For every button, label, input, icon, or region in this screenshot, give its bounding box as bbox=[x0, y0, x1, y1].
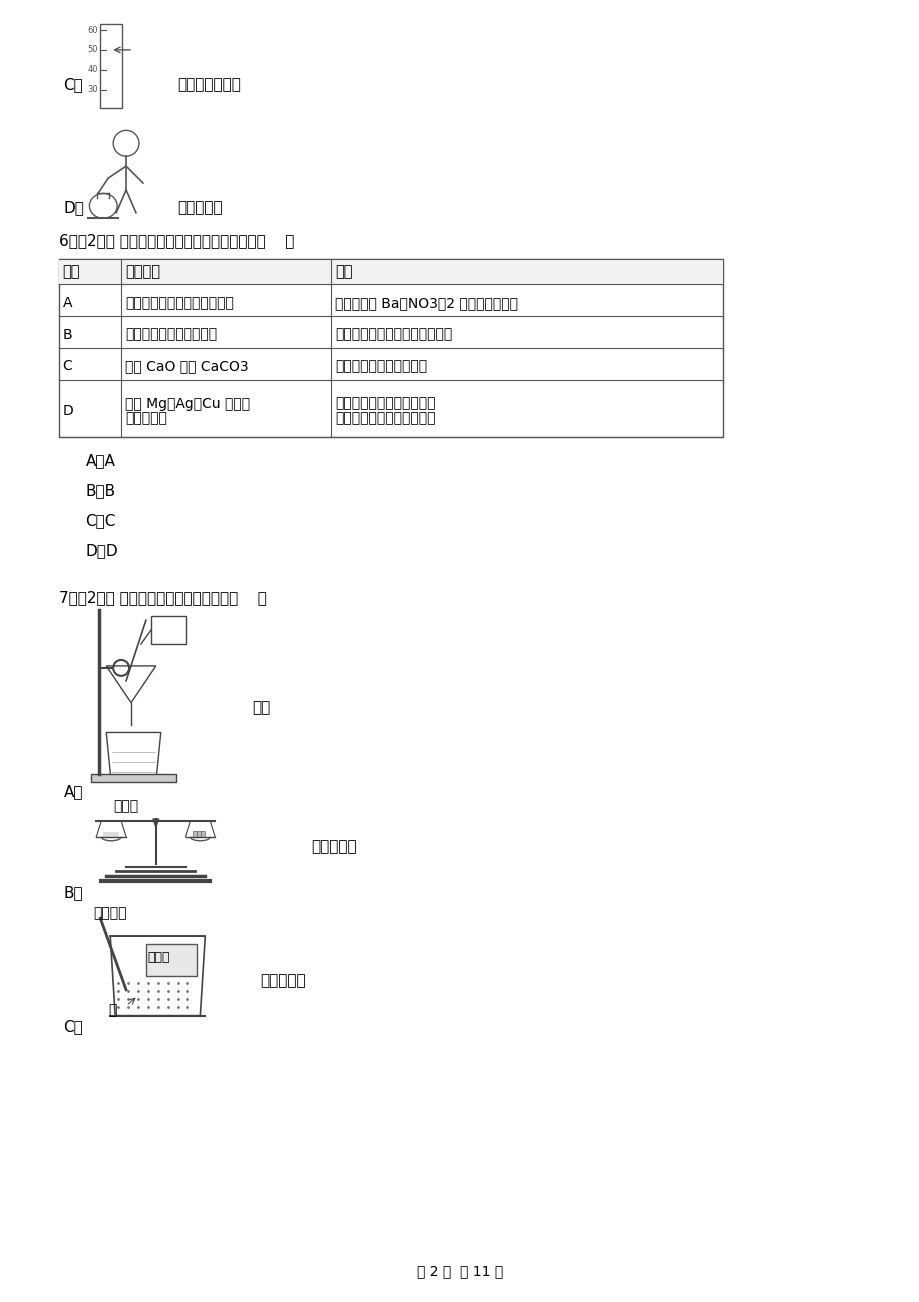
Text: D: D bbox=[62, 404, 74, 418]
Text: 7．（2分） 下列实验操作中，正确的是（    ）: 7．（2分） 下列实验操作中，正确的是（ ） bbox=[59, 590, 267, 605]
Text: 浓硫酸: 浓硫酸 bbox=[148, 950, 170, 963]
Bar bbox=[193, 831, 198, 837]
Circle shape bbox=[113, 130, 139, 156]
Text: 除去 CaO 中的 CaCO3: 除去 CaO 中的 CaCO3 bbox=[125, 359, 248, 374]
Text: 将粗盐研碎、溶解、过滤、蒸发: 将粗盐研碎、溶解、过滤、蒸发 bbox=[335, 328, 452, 341]
Text: 量取液体的体积: 量取液体的体积 bbox=[177, 77, 241, 91]
Text: 50: 50 bbox=[87, 46, 98, 55]
Text: 除去粗盐中的难溶性杂质: 除去粗盐中的难溶性杂质 bbox=[125, 328, 217, 341]
Text: D．D: D．D bbox=[85, 543, 118, 557]
Text: 探究 Mg、Ag、Cu 金属的: 探究 Mg、Ag、Cu 金属的 bbox=[125, 397, 250, 410]
Text: 鉴别硝酸钠溶液和硫酸钾溶液: 鉴别硝酸钠溶液和硫酸钾溶液 bbox=[125, 296, 233, 310]
Text: B．: B． bbox=[63, 885, 83, 901]
Text: 熄灭酒精灯: 熄灭酒精灯 bbox=[177, 201, 223, 215]
Bar bbox=[198, 831, 201, 837]
Text: 方案: 方案 bbox=[335, 264, 352, 280]
Text: 实验目的: 实验目的 bbox=[125, 264, 160, 280]
Text: 硫酸铜溶液和硝酸银溶液中: 硫酸铜溶液和硝酸银溶液中 bbox=[335, 411, 436, 426]
Text: 将两根光亮的镁条分别伸入: 将两根光亮的镁条分别伸入 bbox=[335, 397, 436, 410]
Text: 不断搅拌: 不断搅拌 bbox=[93, 906, 127, 921]
Text: 第 2 页  共 11 页: 第 2 页 共 11 页 bbox=[416, 1264, 503, 1279]
Ellipse shape bbox=[89, 194, 117, 219]
Bar bbox=[100, 23, 122, 108]
Text: A．A: A．A bbox=[85, 453, 115, 469]
Circle shape bbox=[113, 660, 129, 676]
Text: 稀释浓硫酸: 稀释浓硫酸 bbox=[259, 973, 305, 988]
Bar bbox=[201, 831, 205, 837]
Text: 选项: 选项 bbox=[62, 264, 80, 280]
Polygon shape bbox=[153, 819, 159, 827]
Text: 水: 水 bbox=[108, 1003, 117, 1017]
Text: B: B bbox=[62, 328, 73, 341]
Text: A: A bbox=[62, 296, 72, 310]
Text: 30: 30 bbox=[87, 85, 98, 94]
Bar bbox=[103, 832, 119, 837]
Text: 60: 60 bbox=[87, 26, 98, 34]
Text: 称取氧化钠: 称取氧化钠 bbox=[311, 838, 357, 854]
Text: 活动性顺序: 活动性顺序 bbox=[125, 411, 166, 426]
Text: C: C bbox=[62, 359, 73, 374]
Text: C．: C． bbox=[63, 1019, 84, 1035]
Bar bbox=[91, 775, 176, 783]
Bar bbox=[59, 259, 721, 284]
Text: 6．（2分） 下列四个实验方案设计不合理的是（    ）: 6．（2分） 下列四个实验方案设计不合理的是（ ） bbox=[59, 233, 294, 247]
Text: A．: A． bbox=[63, 784, 83, 799]
Text: C．C: C．C bbox=[85, 513, 116, 527]
Text: 氯化钠: 氯化钠 bbox=[113, 799, 139, 812]
Text: D．: D． bbox=[63, 201, 85, 215]
Text: 40: 40 bbox=[87, 65, 98, 74]
Text: 过滤: 过滤 bbox=[252, 699, 270, 715]
Text: B．B: B．B bbox=[85, 483, 116, 499]
Text: 高温加热到固体质量不变: 高温加热到固体质量不变 bbox=[335, 359, 426, 374]
Text: 取样，滴加 Ba（NO3）2 溶液，观察现象: 取样，滴加 Ba（NO3）2 溶液，观察现象 bbox=[335, 296, 517, 310]
Bar bbox=[59, 259, 721, 437]
Text: C．: C． bbox=[63, 77, 84, 91]
Polygon shape bbox=[146, 944, 198, 976]
